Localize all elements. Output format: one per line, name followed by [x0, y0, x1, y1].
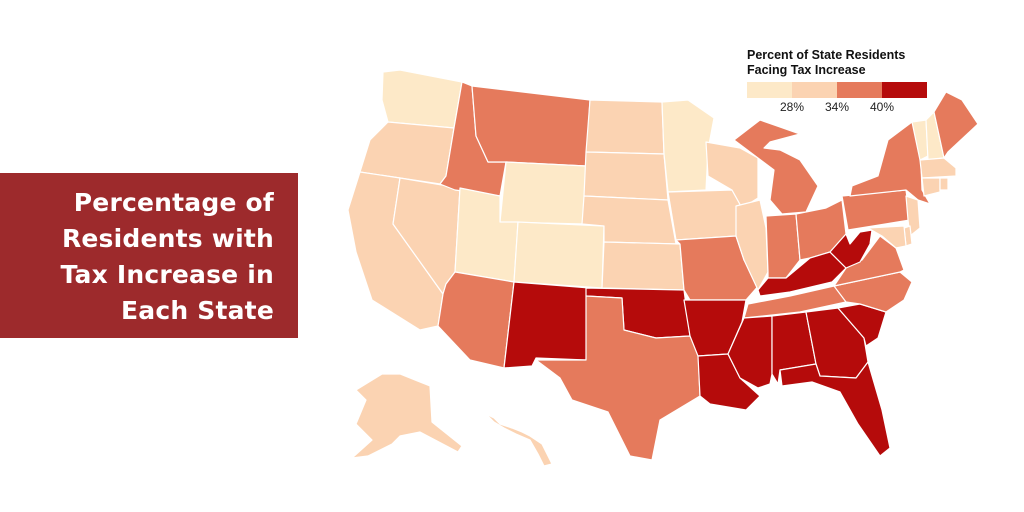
state-CO — [513, 221, 605, 289]
state-VA — [833, 235, 905, 287]
state-MT — [471, 85, 591, 167]
title-line-1: Percentage of — [73, 188, 274, 217]
state-MD — [867, 225, 907, 249]
state-IL — [735, 199, 769, 291]
state-KS — [601, 241, 685, 291]
state-AK — [351, 373, 463, 459]
state-RI — [939, 177, 949, 191]
legend-color-bar — [747, 82, 927, 98]
state-AZ — [437, 271, 515, 369]
state-MN — [661, 99, 715, 193]
state-WA — [381, 69, 463, 129]
state-SD — [583, 151, 669, 201]
title-line-2: Residents with — [61, 224, 274, 253]
legend-swatch-1 — [747, 82, 792, 98]
legend-swatch-3 — [837, 82, 882, 98]
legend-title: Percent of State Residents Facing Tax In… — [747, 48, 937, 78]
legend-ticks: 28% 34% 40% — [747, 98, 927, 114]
state-MA — [919, 157, 957, 179]
legend-tick-40: 40% — [869, 100, 895, 114]
state-HI — [485, 413, 553, 467]
legend-swatch-2 — [792, 82, 837, 98]
state-IA — [667, 189, 743, 241]
state-ND — [585, 99, 665, 155]
state-IN — [765, 213, 801, 279]
state-TX — [535, 295, 701, 461]
state-CT — [921, 177, 941, 197]
state-FL — [779, 361, 891, 457]
legend-swatch-4 — [882, 82, 927, 98]
state-NM — [503, 281, 591, 369]
legend-title-line-1: Percent of State Residents — [747, 48, 906, 62]
legend-tick-34: 34% — [824, 100, 850, 114]
state-MI — [733, 119, 819, 215]
map-legend: Percent of State Residents Facing Tax In… — [747, 48, 937, 114]
title-panel: Percentage of Residents with Tax Increas… — [0, 173, 298, 338]
title-line-3: Tax Increase in — [60, 260, 274, 289]
state-ME — [933, 91, 979, 159]
state-NY — [849, 121, 931, 205]
title-line-4: Each State — [120, 296, 274, 325]
legend-tick-28: 28% — [779, 100, 805, 114]
state-WY — [499, 161, 587, 225]
legend-title-line-2: Facing Tax Increase — [747, 63, 866, 77]
